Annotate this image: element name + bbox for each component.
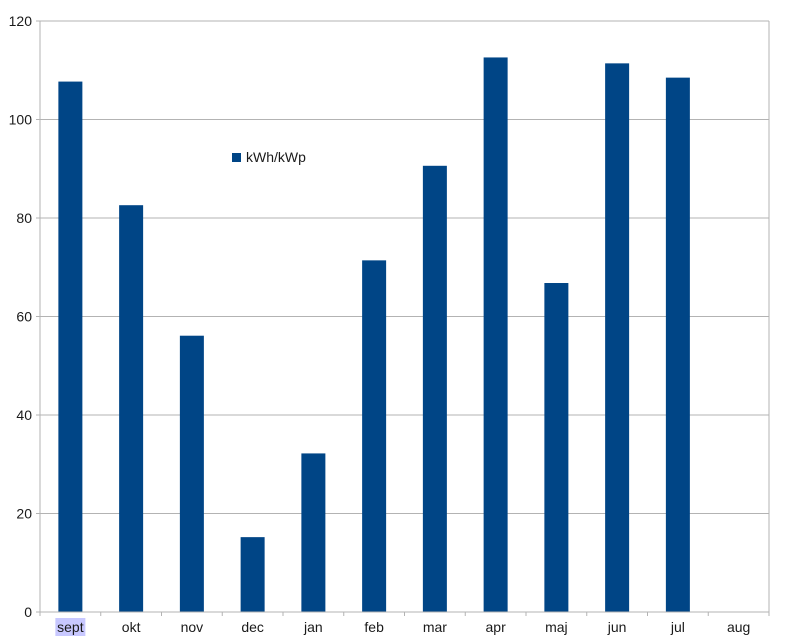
x-tick-labels: sept okt nov dec jan feb mar apr maj jun jul aug xyxy=(55,618,750,636)
bars xyxy=(58,57,690,613)
y-tick-label: 0 xyxy=(24,604,32,620)
legend: kWh/kWp xyxy=(232,149,306,165)
y-tick-labels: 0 20 40 60 80 100 120 xyxy=(9,13,33,620)
bar-nov xyxy=(179,335,204,612)
bar-okt xyxy=(119,205,144,612)
y-tick-label: 100 xyxy=(9,112,33,128)
y-tick-label: 60 xyxy=(16,309,32,325)
bar-maj xyxy=(544,283,569,612)
legend-label: kWh/kWp xyxy=(246,149,306,165)
bar-apr xyxy=(483,57,508,612)
x-tick-label-maj: maj xyxy=(545,619,568,635)
bar-mar xyxy=(422,165,447,613)
y-tick-label: 120 xyxy=(9,13,33,29)
axes xyxy=(36,20,770,616)
gridlines xyxy=(40,20,769,514)
legend-swatch xyxy=(232,153,241,162)
bar-jan xyxy=(301,453,326,612)
x-tick-label-apr: apr xyxy=(486,619,507,635)
x-tick-label-mar: mar xyxy=(423,619,447,635)
y-tick-label: 80 xyxy=(16,210,32,226)
y-tick-label: 20 xyxy=(16,506,32,522)
bar-jul xyxy=(665,77,690,612)
x-tick-label-jun: jun xyxy=(607,619,627,635)
x-tick-label-okt: okt xyxy=(122,619,141,635)
x-tick-label-highlight xyxy=(55,618,86,636)
bar-dec xyxy=(240,537,265,612)
x-tick-label-nov: nov xyxy=(181,619,204,635)
x-tick-label-jul: jul xyxy=(670,619,685,635)
x-tick-label-dec: dec xyxy=(241,619,264,635)
x-tick-label-feb: feb xyxy=(364,619,384,635)
y-tick-label: 40 xyxy=(16,407,32,423)
bar-jun xyxy=(605,63,630,613)
x-tick-label-aug: aug xyxy=(727,619,750,635)
x-tick-label-sept: sept xyxy=(57,619,84,635)
x-tick-label-jan: jan xyxy=(303,619,323,635)
bar-sept xyxy=(58,81,83,612)
bar-feb xyxy=(362,260,387,612)
